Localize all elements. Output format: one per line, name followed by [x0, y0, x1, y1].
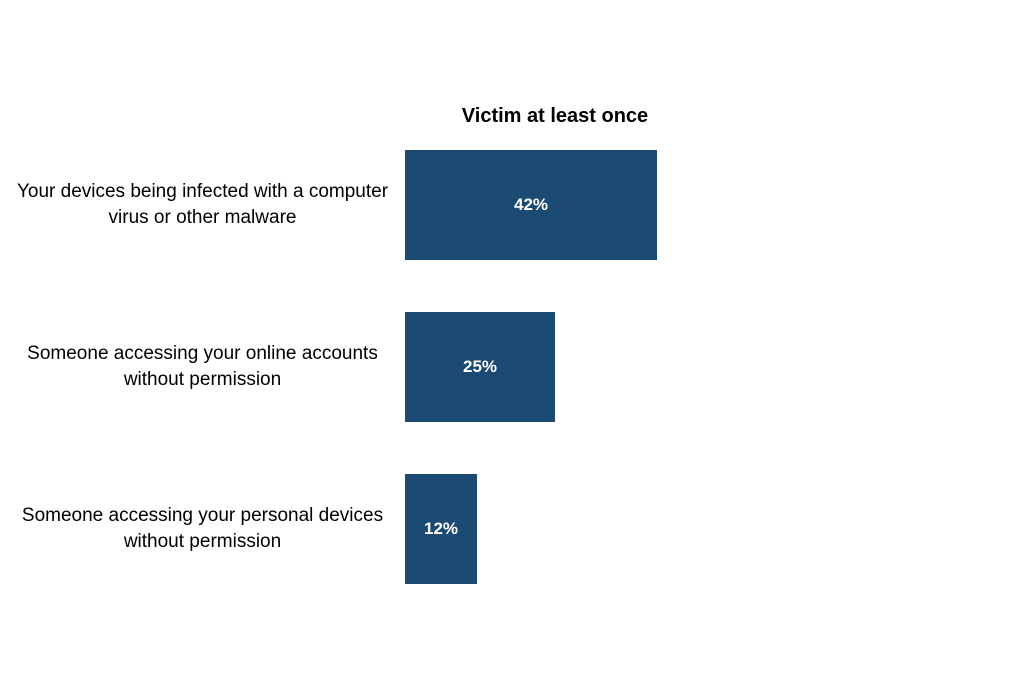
bar-value: 25% [463, 357, 497, 377]
chart-row: Someone accessing your personal devices … [0, 474, 1024, 584]
bar-area: 25% [405, 312, 1024, 422]
bar-area: 42% [405, 150, 1024, 260]
row-label: Someone accessing your online accounts w… [0, 341, 405, 392]
bar-area: 12% [405, 474, 1024, 584]
row-label: Your devices being infected with a compu… [0, 179, 405, 230]
bar-chart: Victim at least once Your devices being … [0, 105, 1024, 636]
chart-title: Victim at least once [405, 105, 705, 128]
row-label: Someone accessing your personal devices … [0, 503, 405, 554]
bar: 12% [405, 474, 477, 584]
bar: 42% [405, 150, 657, 260]
chart-row: Someone accessing your online accounts w… [0, 312, 1024, 422]
bar-value: 12% [424, 519, 458, 539]
bar: 25% [405, 312, 555, 422]
chart-row: Your devices being infected with a compu… [0, 150, 1024, 260]
bar-value: 42% [514, 195, 548, 215]
